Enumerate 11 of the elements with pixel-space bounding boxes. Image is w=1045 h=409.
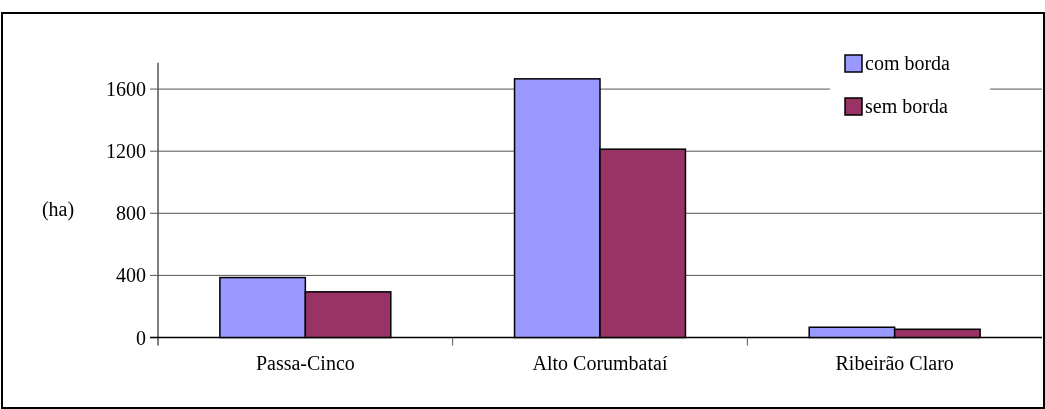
y-tick-label: 1600 bbox=[106, 78, 146, 101]
x-tick-label: Alto Corumbataí bbox=[532, 351, 668, 374]
x-tick-label: Ribeirão Claro bbox=[835, 351, 954, 374]
y-tick-label: 1200 bbox=[106, 140, 146, 163]
y-axis-title: (ha) bbox=[41, 198, 75, 222]
legend-label: sem borda bbox=[865, 95, 948, 117]
legend-label: com borda bbox=[865, 52, 951, 74]
y-tick-label: 800 bbox=[116, 202, 146, 225]
x-tick-label: Passa-Cinco bbox=[255, 351, 355, 374]
y-tick-label: 400 bbox=[116, 264, 146, 287]
y-tick-label: 0 bbox=[136, 326, 146, 349]
